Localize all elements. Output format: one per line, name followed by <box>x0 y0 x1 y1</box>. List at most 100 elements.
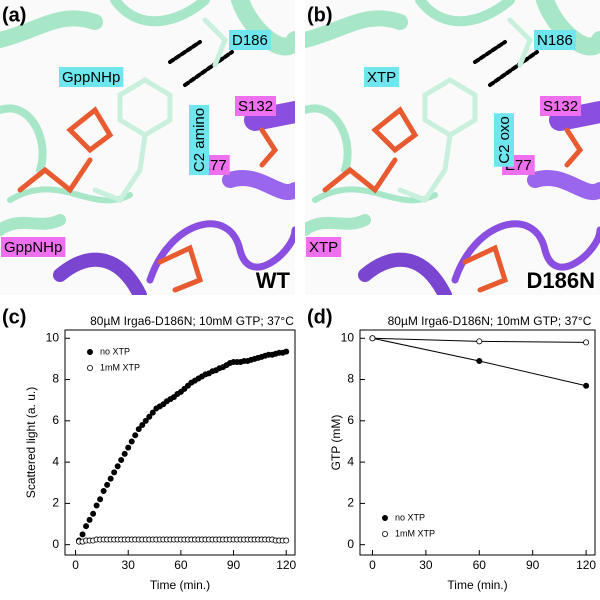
data-point <box>114 463 121 470</box>
data-point <box>132 432 139 439</box>
data-point <box>93 502 100 509</box>
annotation: XTP <box>306 237 342 257</box>
data-point <box>121 450 128 457</box>
annotation-text: XTP <box>367 69 396 86</box>
annotation-text: S132 <box>238 98 273 115</box>
annotation: XTP <box>364 67 400 87</box>
y-axis-label: GTP (mM) <box>329 415 343 471</box>
y-tick-label: 8 <box>52 372 59 386</box>
panel-label: (c) <box>2 306 26 328</box>
x-tick-label: 120 <box>576 558 596 572</box>
y-tick-label: 4 <box>347 454 354 468</box>
annotation-text: C2 oxo <box>496 116 513 164</box>
data-point <box>90 510 97 517</box>
legend-label: 1mM XTP <box>395 528 435 538</box>
x-tick-label: 90 <box>227 558 241 572</box>
plot-frame <box>64 329 296 556</box>
variant-label: WT <box>256 268 291 293</box>
panel-label: (b) <box>307 4 333 26</box>
annotation-box <box>1 237 66 257</box>
data-point <box>100 488 107 495</box>
annotation-box <box>229 30 271 50</box>
x-axis-label: Time (min.) <box>150 578 210 592</box>
data-point <box>476 357 483 364</box>
data-point <box>142 417 149 424</box>
x-tick-label: 0 <box>369 558 376 572</box>
annotation-box <box>364 67 400 87</box>
y-tick-label: 6 <box>52 413 59 427</box>
panel-label: (d) <box>307 306 333 328</box>
y-tick-label: 4 <box>52 454 59 468</box>
data-point <box>125 444 132 451</box>
data-point <box>583 339 590 346</box>
annotation-box <box>306 237 342 257</box>
data-point <box>369 335 376 342</box>
y-tick-label: 8 <box>347 372 354 386</box>
annotation-box <box>540 96 582 116</box>
annotation-box <box>189 104 209 176</box>
annotation: C2 amino <box>189 104 209 176</box>
data-point <box>118 457 125 464</box>
data-point <box>128 438 135 445</box>
chart-title: 80µM Irga6-D186N; 10mM GTP; 37°C <box>388 314 592 328</box>
data-point <box>283 537 290 544</box>
legend-marker <box>87 348 94 355</box>
x-tick-label: 60 <box>174 558 188 572</box>
x-tick-label: 30 <box>419 558 433 572</box>
plot-frame <box>359 329 596 556</box>
data-point <box>149 409 156 416</box>
chart-title: 80µM Irga6-D186N; 10mM GTP; 37°C <box>90 314 294 328</box>
annotation-box <box>534 30 576 50</box>
data-point <box>86 516 93 523</box>
annotation: GppNHp <box>1 237 66 257</box>
data-point <box>583 382 590 389</box>
variant-label: D186N <box>527 268 595 293</box>
annotation-box <box>235 96 277 116</box>
y-tick-label: 10 <box>341 330 355 344</box>
y-tick-label: 0 <box>52 537 59 551</box>
annotation-text: C2 amino <box>191 108 208 172</box>
legend-label: no XTP <box>100 346 130 356</box>
legend-marker <box>381 531 388 538</box>
annotation: N186 <box>534 30 576 50</box>
annotation: GppNHp <box>59 67 124 87</box>
data-point <box>83 523 90 530</box>
x-tick-label: 120 <box>276 558 296 572</box>
annotation-text: GppNHp <box>62 69 120 86</box>
data-point <box>139 421 146 428</box>
annotation: S132 <box>540 96 582 116</box>
x-tick-label: 0 <box>72 558 79 572</box>
annotation-text: S132 <box>543 98 578 115</box>
annotation: D186 <box>229 30 271 50</box>
y-axis-label: Scattered light (a. u.) <box>24 387 38 498</box>
data-point <box>135 426 142 433</box>
y-tick-label: 6 <box>347 413 354 427</box>
panel-label: (a) <box>2 4 26 26</box>
annotation-box <box>59 67 124 87</box>
legend-marker <box>381 515 388 522</box>
data-point <box>476 338 483 345</box>
x-tick-label: 30 <box>122 558 136 572</box>
annotation: S132 <box>235 96 277 116</box>
data-point <box>111 469 118 476</box>
y-tick-label: 10 <box>46 330 60 344</box>
data-point <box>107 475 114 482</box>
data-point <box>283 348 290 355</box>
annotation-text: D186 <box>232 32 268 49</box>
annotation-box <box>494 113 514 167</box>
x-axis-label: Time (min.) <box>447 578 507 592</box>
y-tick-label: 0 <box>347 537 354 551</box>
y-tick-label: 2 <box>347 496 354 510</box>
annotation-text: N186 <box>537 32 573 49</box>
annotation: C2 oxo <box>494 113 514 167</box>
y-tick-label: 2 <box>52 496 59 510</box>
legend-label: no XTP <box>395 512 425 522</box>
legend-marker <box>87 364 94 371</box>
data-point <box>97 496 104 503</box>
x-tick-label: 60 <box>473 558 487 572</box>
annotation-text: XTP <box>309 239 338 256</box>
data-point <box>146 413 153 420</box>
